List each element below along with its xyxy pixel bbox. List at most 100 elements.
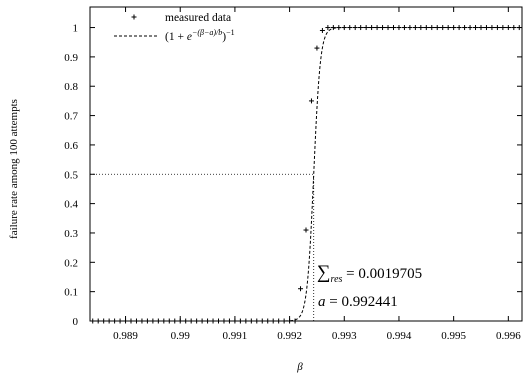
data-point (352, 25, 358, 31)
y-tick-label: 0.8 (64, 81, 78, 93)
data-point (106, 318, 112, 324)
data-point (265, 318, 271, 324)
legend-marker-measured (131, 14, 137, 20)
data-point (451, 25, 457, 31)
data-point (401, 25, 407, 31)
y-tick-label: 0.2 (64, 257, 78, 269)
data-point (336, 25, 342, 31)
data-point (456, 25, 462, 31)
data-point (440, 25, 446, 31)
data-point (188, 318, 194, 324)
data-point (429, 25, 435, 31)
data-point (150, 318, 156, 324)
data-point (369, 25, 375, 31)
data-point (221, 318, 227, 324)
data-point (144, 318, 150, 324)
data-point (161, 318, 167, 324)
data-point (445, 25, 451, 31)
x-axis-label: β (296, 361, 303, 373)
data-point (489, 25, 495, 31)
annotation-residual-sum: ∑res = 0.0019705 (317, 262, 422, 285)
data-point (500, 25, 506, 31)
y-tick-label: 0.9 (64, 52, 78, 64)
data-point (478, 25, 484, 31)
data-point (292, 318, 298, 324)
data-point (128, 318, 134, 324)
data-point (194, 318, 200, 324)
legend-label-measured: measured data (165, 12, 231, 24)
y-tick-label: 0.6 (64, 140, 78, 152)
annotation-a-value: a = 0.992441 (318, 294, 398, 310)
x-tick-label: 0.989 (113, 330, 138, 342)
data-point (423, 25, 429, 31)
data-point (418, 25, 424, 31)
y-tick-label: 1 (73, 23, 79, 35)
data-point (117, 318, 123, 324)
data-point (139, 318, 145, 324)
data-point (226, 318, 232, 324)
x-tick-label: 0.994 (387, 330, 412, 342)
data-point (325, 25, 331, 31)
data-point (112, 318, 118, 324)
data-point (270, 318, 276, 324)
data-point (505, 25, 511, 31)
data-point (396, 25, 402, 31)
data-point (314, 45, 320, 51)
x-tick-label: 0.991 (223, 330, 248, 342)
data-point (303, 227, 309, 233)
y-axis-label: failure rate among 100 attempts (8, 99, 20, 239)
data-point (237, 318, 243, 324)
data-point (95, 318, 101, 324)
data-point (183, 318, 189, 324)
y-tick-label: 0.1 (64, 287, 78, 299)
data-point (210, 318, 216, 324)
data-point (281, 318, 287, 324)
y-tick-label: 0.7 (64, 111, 78, 123)
data-point (473, 25, 479, 31)
data-point (341, 25, 347, 31)
data-point (172, 318, 178, 324)
data-point (330, 25, 336, 31)
x-tick-label: 0.992 (277, 330, 302, 342)
data-point (412, 25, 418, 31)
x-tick-label: 0.996 (496, 330, 521, 342)
data-point (380, 25, 386, 31)
plot-frame (89, 6, 523, 322)
y-tick-label: 0.3 (64, 228, 78, 240)
data-point (462, 25, 468, 31)
data-point (434, 25, 440, 31)
data-point (254, 318, 260, 324)
data-point (298, 286, 304, 292)
data-point (101, 318, 107, 324)
legend-label-fit: (1 + e−(β−a)/b)−1 (165, 28, 235, 43)
data-point (511, 25, 517, 31)
data-point (347, 25, 353, 31)
data-point (243, 318, 249, 324)
data-point (166, 318, 172, 324)
data-point (319, 27, 325, 33)
data-point (248, 318, 254, 324)
data-point (276, 318, 282, 324)
data-point (363, 25, 369, 31)
x-tick-label: 0.99 (171, 330, 191, 342)
data-point (385, 25, 391, 31)
y-tick-label: 0 (73, 316, 79, 328)
data-point (199, 318, 205, 324)
data-point (390, 25, 396, 31)
data-point (308, 98, 314, 104)
data-point (216, 318, 222, 324)
y-tick-label: 0.5 (64, 169, 78, 181)
data-point (358, 25, 364, 31)
y-tick-label: 0.4 (64, 199, 78, 211)
data-point (259, 318, 265, 324)
data-point (205, 318, 211, 324)
data-point (155, 318, 161, 324)
data-point (494, 25, 500, 31)
x-tick-label: 0.993 (332, 330, 357, 342)
data-point (374, 25, 380, 31)
data-point (407, 25, 413, 31)
data-point (483, 25, 489, 31)
data-point (467, 25, 473, 31)
